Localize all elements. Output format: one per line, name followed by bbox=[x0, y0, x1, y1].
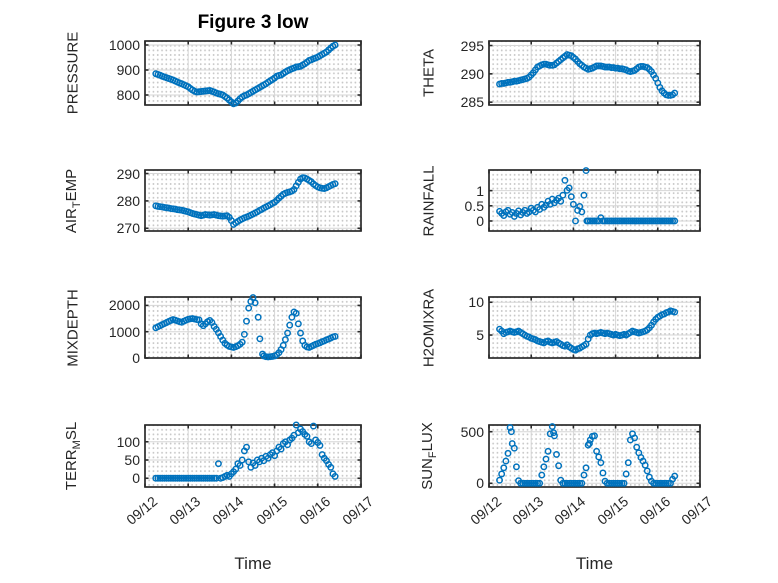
ytick-label-h2omixra: 10 bbox=[468, 294, 484, 311]
ytick-label-theta: 295 bbox=[460, 37, 484, 54]
ytick-label-pressure: 900 bbox=[116, 62, 140, 78]
ytick-label-terr_msl: 0 bbox=[132, 470, 140, 487]
ytick-label-air_temp: 290 bbox=[116, 165, 140, 182]
ylabel-subscript: F bbox=[427, 451, 439, 459]
ytick-label-mixdepth: 1000 bbox=[108, 323, 140, 340]
ytick-label-pressure: 1000 bbox=[108, 37, 140, 53]
subplot-pressure-canvas bbox=[144, 40, 362, 108]
subplot-mixdepth-area bbox=[145, 297, 361, 358]
subplot-h2omixra-canvas bbox=[488, 296, 701, 359]
ytick-label-terr_msl: 50 bbox=[124, 452, 140, 468]
figure-title: Figure 3 low bbox=[197, 12, 309, 33]
subplot-mixdepth-canvas bbox=[144, 294, 362, 361]
ytick-label-pressure: 800 bbox=[116, 87, 140, 103]
ytick-label-sun_flux: 500 bbox=[460, 423, 484, 440]
xtick-label: 09/12 bbox=[123, 493, 161, 528]
ytick-label-sun_flux: 0 bbox=[476, 475, 484, 492]
subplot-h2omixra-area bbox=[489, 297, 700, 358]
ytick-label-rainfall: 1 bbox=[476, 182, 484, 199]
subplot-theta-area bbox=[489, 41, 700, 105]
ytick-label-mixdepth: 0 bbox=[132, 350, 140, 366]
ytick-label-mixdepth: 2000 bbox=[108, 297, 140, 314]
subplot-air_temp-canvas bbox=[144, 169, 362, 232]
ytick-label-air_temp: 280 bbox=[116, 192, 140, 209]
ytick-label-terr_msl: 100 bbox=[116, 433, 140, 450]
subplot-theta-canvas bbox=[488, 40, 701, 106]
ytick-label-air_temp: 270 bbox=[116, 220, 140, 237]
ytick-label-rainfall: 0.5 bbox=[464, 197, 484, 214]
ytick-label-theta: 285 bbox=[460, 94, 484, 111]
x-axis-label-right: Time bbox=[575, 554, 614, 573]
x-axis-label-left: Time bbox=[234, 554, 272, 573]
subplot-terr_msl-canvas bbox=[144, 421, 362, 488]
subplot-rainfall-canvas bbox=[488, 167, 701, 232]
ytick-label-h2omixra: 5 bbox=[476, 327, 484, 344]
ytick-label-rainfall: 0 bbox=[476, 212, 484, 229]
subplot-sun_flux-canvas bbox=[488, 423, 701, 488]
ytick-label-theta: 290 bbox=[460, 65, 484, 82]
